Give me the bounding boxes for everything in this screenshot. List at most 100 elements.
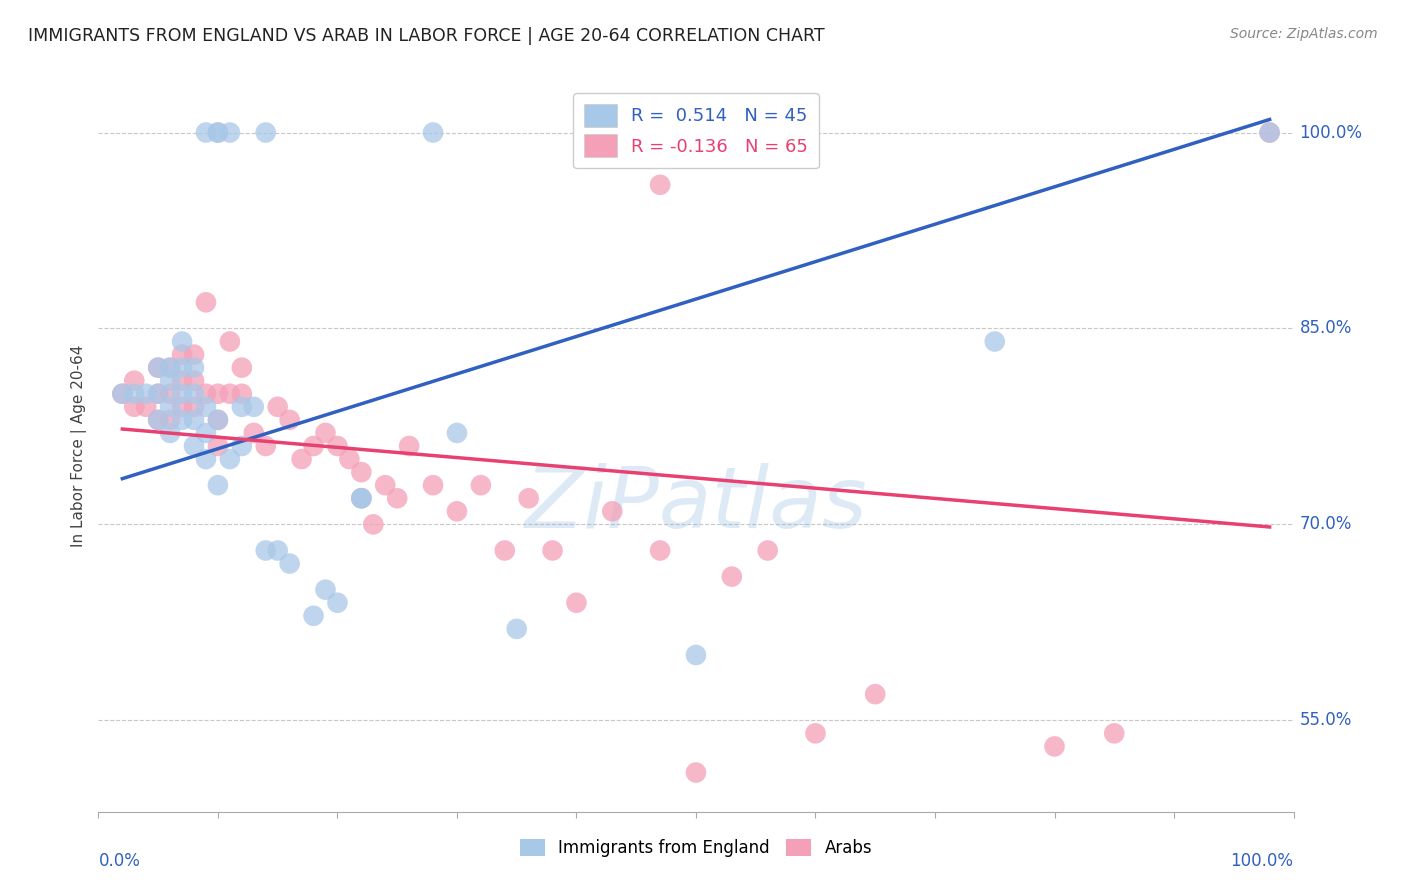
Point	[243, 400, 266, 414]
Point	[172, 386, 194, 401]
Point	[231, 400, 253, 414]
Point	[506, 622, 529, 636]
Point	[326, 596, 349, 610]
Point	[374, 478, 396, 492]
Point	[231, 360, 253, 375]
Point	[207, 386, 229, 401]
Point	[267, 400, 290, 414]
Point	[350, 491, 373, 506]
Point	[159, 386, 181, 401]
Point	[194, 126, 217, 140]
Text: 0.0%: 0.0%	[98, 852, 141, 870]
Point	[243, 425, 266, 440]
Point	[350, 491, 373, 506]
Point	[350, 465, 373, 479]
Point	[470, 478, 492, 492]
Point	[135, 400, 157, 414]
Point	[1258, 126, 1281, 140]
Point	[207, 413, 229, 427]
Point	[159, 374, 181, 388]
Point	[172, 374, 194, 388]
Point	[517, 491, 540, 506]
Point	[148, 386, 170, 401]
Point	[148, 413, 170, 427]
Point	[124, 374, 146, 388]
Point	[1102, 726, 1125, 740]
Point	[219, 452, 242, 467]
Point	[565, 596, 588, 610]
Point	[207, 413, 229, 427]
Point	[135, 386, 157, 401]
Point	[350, 491, 373, 506]
Point	[685, 765, 707, 780]
Point	[183, 360, 205, 375]
Point	[446, 425, 468, 440]
Point	[385, 491, 409, 506]
Point	[159, 400, 181, 414]
Y-axis label: In Labor Force | Age 20-64: In Labor Force | Age 20-64	[72, 345, 87, 547]
Point	[648, 178, 672, 192]
Point	[194, 452, 217, 467]
Point	[422, 478, 444, 492]
Point	[183, 439, 205, 453]
Point	[278, 557, 301, 571]
Point	[183, 386, 205, 401]
Point	[863, 687, 886, 701]
Point	[422, 126, 444, 140]
Point	[721, 569, 744, 583]
Point	[159, 360, 181, 375]
Text: 70.0%: 70.0%	[1299, 516, 1353, 533]
Point	[148, 360, 170, 375]
Point	[302, 439, 325, 453]
Point	[194, 295, 217, 310]
Point	[207, 126, 229, 140]
Point	[148, 386, 170, 401]
Point	[183, 374, 205, 388]
Point	[804, 726, 827, 740]
Point	[194, 400, 217, 414]
Point	[194, 386, 217, 401]
Point	[207, 126, 229, 140]
Point	[600, 504, 623, 518]
Point	[124, 386, 146, 401]
Point	[172, 413, 194, 427]
Point	[290, 452, 312, 467]
Point	[363, 517, 385, 532]
Point	[231, 439, 253, 453]
Point	[315, 582, 337, 597]
Point	[124, 400, 146, 414]
Text: 100.0%: 100.0%	[1230, 852, 1294, 870]
Point	[194, 425, 217, 440]
Point	[337, 452, 360, 467]
Point	[207, 439, 229, 453]
Point	[541, 543, 564, 558]
Text: ZiPatlas: ZiPatlas	[524, 463, 868, 546]
Point	[398, 439, 420, 453]
Text: 55.0%: 55.0%	[1299, 711, 1353, 730]
Point	[183, 348, 205, 362]
Point	[983, 334, 1005, 349]
Point	[267, 543, 290, 558]
Point	[1258, 126, 1281, 140]
Point	[254, 543, 277, 558]
Point	[278, 413, 301, 427]
Point	[207, 478, 229, 492]
Text: 85.0%: 85.0%	[1299, 319, 1353, 337]
Point	[231, 386, 253, 401]
Text: Source: ZipAtlas.com: Source: ZipAtlas.com	[1230, 27, 1378, 41]
Point	[172, 348, 194, 362]
Point	[172, 334, 194, 349]
Point	[159, 360, 181, 375]
Point	[219, 334, 242, 349]
Point	[183, 400, 205, 414]
Point	[219, 126, 242, 140]
Point	[494, 543, 516, 558]
Point	[326, 439, 349, 453]
Point	[302, 608, 325, 623]
Point	[148, 360, 170, 375]
Point	[446, 504, 468, 518]
Point	[148, 413, 170, 427]
Point	[111, 386, 134, 401]
Point	[172, 400, 194, 414]
Point	[172, 360, 194, 375]
